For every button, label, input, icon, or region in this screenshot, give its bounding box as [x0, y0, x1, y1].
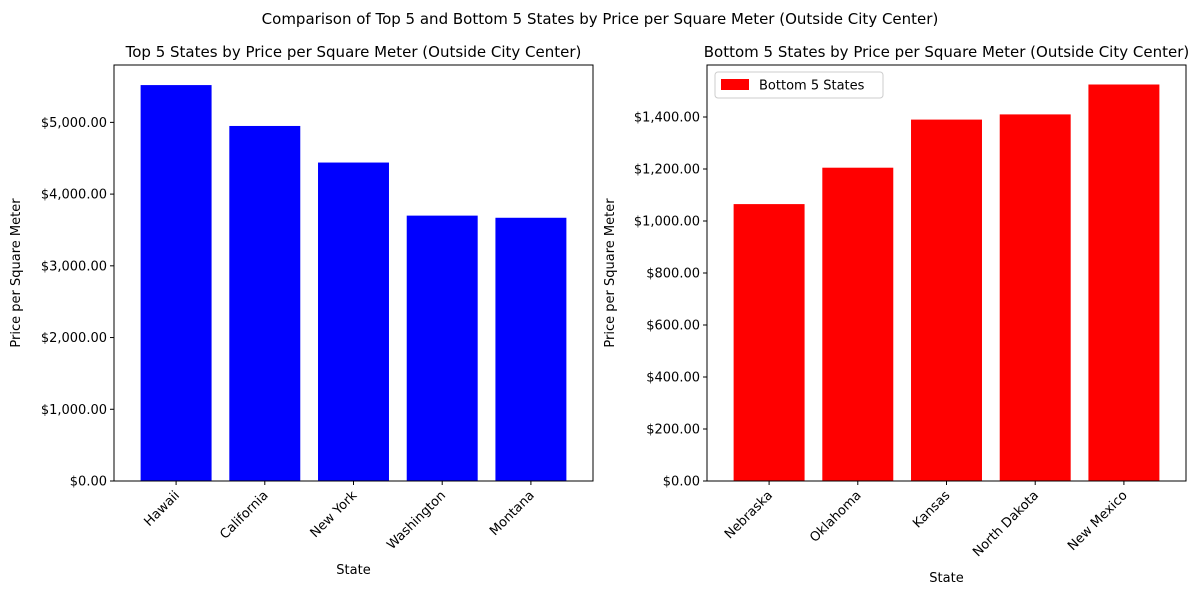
chart-title: Top 5 States by Price per Square Meter (…	[125, 43, 582, 61]
y-axis-label: Price per Square Meter	[603, 198, 618, 348]
y-tick-label: $0.00	[70, 475, 107, 490]
figure-suptitle: Comparison of Top 5 and Bottom 5 States …	[262, 10, 939, 28]
bar-nebraska	[733, 204, 805, 481]
legend-swatch	[721, 79, 749, 90]
x-tick-label: New York	[308, 488, 361, 541]
x-tick-label: Hawaii	[142, 488, 183, 529]
y-tick-label: $600.00	[646, 319, 700, 334]
x-axis-label: State	[929, 571, 963, 586]
y-tick-label: $4,000.00	[41, 188, 107, 203]
bar-oklahoma	[822, 167, 894, 481]
bar-hawaii	[140, 85, 212, 481]
y-tick-label: $1,000.00	[41, 403, 107, 418]
y-tick-label: $1,200.00	[634, 163, 700, 178]
bottom-states-chart: Bottom 5 States by Price per Square Mete…	[603, 43, 1189, 586]
x-axis-label: State	[336, 563, 370, 578]
x-tick-label: Kansas	[910, 488, 953, 531]
x-tick-label: Oklahoma	[807, 488, 864, 545]
y-axis-label: Price per Square Meter	[9, 198, 24, 348]
bar-montana	[495, 217, 567, 482]
legend-box	[714, 71, 884, 99]
bar-new-york	[318, 162, 389, 481]
x-tick-label: Nebraska	[722, 488, 776, 542]
legend: Bottom 5 States	[714, 71, 884, 99]
y-tick-label: $5,000.00	[41, 116, 107, 131]
bar-washington	[406, 215, 478, 481]
y-tick-label: $1,400.00	[634, 111, 700, 126]
bar-new-mexico	[1088, 84, 1160, 481]
x-tick-label: North Dakota	[970, 488, 1042, 560]
y-tick-label: $2,000.00	[41, 331, 107, 346]
x-tick-label: Washington	[384, 488, 449, 553]
x-tick-label: New Mexico	[1065, 488, 1131, 554]
y-tick-label: $3,000.00	[41, 259, 107, 274]
top-states-chart: Top 5 States by Price per Square Meter (…	[9, 43, 594, 578]
bar-kansas	[911, 119, 982, 481]
x-tick-label: California	[217, 488, 271, 542]
y-tick-label: $0.00	[663, 475, 700, 490]
bar-california	[229, 125, 301, 481]
legend-label: Bottom 5 States	[759, 79, 865, 94]
y-tick-label: $200.00	[646, 423, 700, 438]
y-tick-label: $800.00	[646, 267, 700, 282]
x-tick-label: Montana	[487, 488, 538, 539]
bar-north-dakota	[999, 114, 1071, 482]
y-tick-label: $400.00	[646, 371, 700, 386]
y-tick-label: $1,000.00	[634, 215, 700, 230]
chart-title: Bottom 5 States by Price per Square Mete…	[704, 43, 1189, 61]
